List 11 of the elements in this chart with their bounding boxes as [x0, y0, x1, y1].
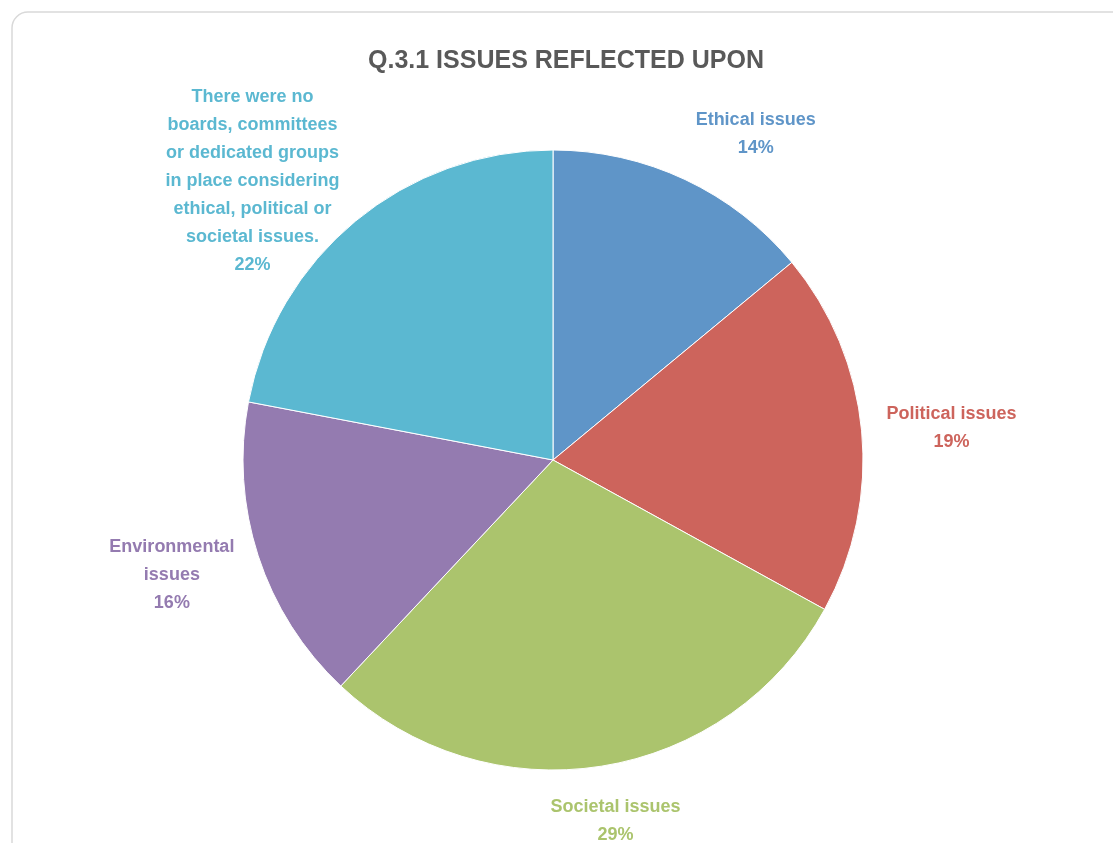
data-label: 19% [933, 430, 970, 451]
chart-title: Q.3.1 ISSUES REFLECTED UPON [368, 45, 764, 73]
slice-label: Environmental issues [109, 535, 235, 584]
slice-label: There were no boards, committees or dedicated groups in place considering ethical, political or societal issues. [165, 85, 340, 246]
slice-label: Ethical issues [695, 108, 816, 129]
data-label: 22% [234, 253, 271, 274]
slice-label: Political issues [886, 402, 1017, 423]
data-label: 16% [153, 591, 190, 612]
data-label: 29% [597, 823, 634, 843]
slice-label: Societal issues [550, 795, 681, 816]
data-label: 14% [737, 136, 774, 157]
